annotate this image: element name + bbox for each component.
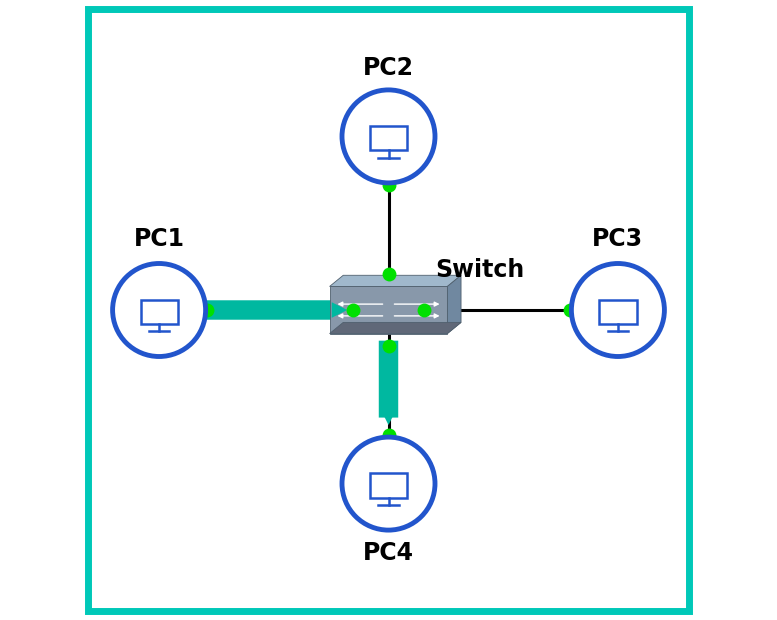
Point — [382, 180, 395, 190]
Polygon shape — [448, 275, 461, 334]
Point — [347, 305, 359, 315]
Point — [382, 269, 395, 279]
Text: PC2: PC2 — [363, 56, 414, 80]
Circle shape — [342, 437, 435, 530]
Text: PC3: PC3 — [592, 227, 643, 250]
Point — [418, 305, 430, 315]
Text: Switch: Switch — [435, 258, 524, 281]
FancyBboxPatch shape — [370, 126, 407, 151]
Point — [382, 430, 395, 440]
Circle shape — [342, 90, 435, 183]
Point — [382, 341, 395, 351]
FancyBboxPatch shape — [370, 474, 407, 497]
Circle shape — [571, 264, 664, 356]
Polygon shape — [329, 322, 461, 334]
Circle shape — [113, 264, 206, 356]
FancyBboxPatch shape — [599, 300, 636, 324]
Text: PC4: PC4 — [363, 541, 414, 565]
Polygon shape — [329, 286, 448, 334]
FancyBboxPatch shape — [141, 300, 178, 324]
Polygon shape — [329, 275, 461, 286]
Point — [564, 305, 577, 315]
Text: PC1: PC1 — [134, 227, 185, 250]
Point — [200, 305, 213, 315]
